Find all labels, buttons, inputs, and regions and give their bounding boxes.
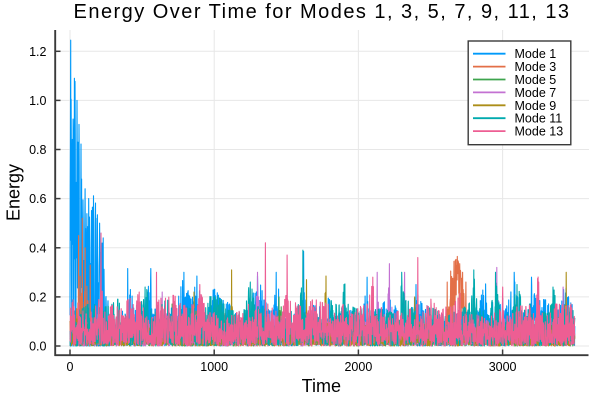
svg-text:Mode 11: Mode 11 (515, 112, 563, 126)
svg-text:1.0: 1.0 (29, 94, 46, 108)
svg-text:Mode 5: Mode 5 (515, 73, 557, 87)
svg-text:Mode 7: Mode 7 (515, 86, 557, 100)
svg-text:Mode 1: Mode 1 (515, 47, 557, 61)
svg-text:1.2: 1.2 (29, 45, 46, 59)
svg-text:0.0: 0.0 (29, 340, 46, 354)
svg-text:Energy: Energy (4, 164, 24, 221)
svg-text:Mode 9: Mode 9 (515, 99, 557, 113)
svg-text:3000: 3000 (489, 360, 517, 374)
svg-text:2000: 2000 (344, 360, 372, 374)
svg-text:Mode 13: Mode 13 (515, 125, 564, 139)
svg-text:Time: Time (302, 376, 341, 396)
svg-text:1000: 1000 (200, 360, 228, 374)
svg-text:0.8: 0.8 (29, 143, 46, 157)
svg-text:0.6: 0.6 (29, 192, 46, 206)
svg-text:Mode 3: Mode 3 (515, 60, 557, 74)
svg-text:Energy Over Time for Modes 1,: Energy Over Time for Modes 1, 3, 5, 7, 9… (74, 1, 569, 23)
svg-text:0.4: 0.4 (29, 241, 46, 255)
svg-text:0.2: 0.2 (29, 290, 46, 304)
svg-text:0: 0 (67, 360, 74, 374)
